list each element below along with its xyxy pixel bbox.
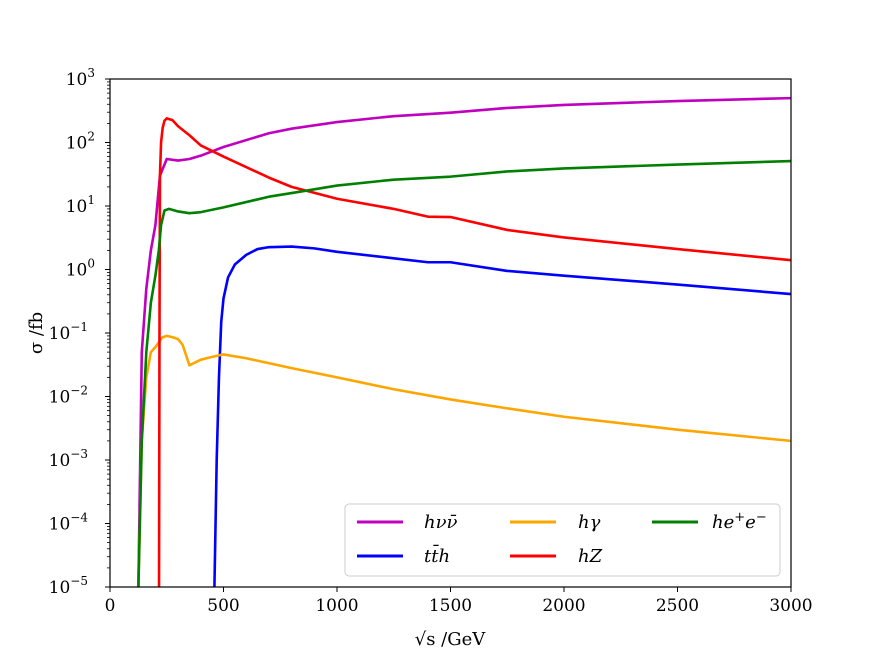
- y-tick-label: 102: [66, 130, 95, 154]
- legend-label-hz: hZ: [578, 546, 603, 567]
- legend-label-hee: he+e−: [712, 510, 767, 533]
- series-hee-line: [137, 159, 791, 587]
- y-tick-label: 100: [66, 257, 95, 281]
- legend-label-tth: tt̄h: [424, 543, 450, 567]
- x-tick-label: 1500: [429, 596, 472, 616]
- y-tick-label: 103: [66, 66, 95, 90]
- y-axis-ticks: 10−5 10−4 10−3 10−2 10−1 100 101 102 103: [49, 66, 110, 598]
- x-tick-label: 0: [105, 596, 116, 616]
- y-tick-label: 10−1: [49, 320, 88, 344]
- y-tick-label: 101: [66, 193, 95, 217]
- legend-label-hgamma: hγ: [578, 512, 601, 533]
- x-tick-label: 500: [207, 596, 239, 616]
- series-layer: [137, 96, 791, 587]
- x-tick-label: 2500: [656, 596, 699, 616]
- series-hz-line: [157, 117, 791, 587]
- x-axis-label: √s /GeV: [415, 629, 487, 650]
- series-tth-line: [213, 245, 791, 587]
- legend: hνν̄ hγ he+e− tt̄h hZ: [344, 503, 781, 577]
- y-tick-label: 10−3: [49, 447, 88, 471]
- legend-label-hnunu: hνν̄: [424, 512, 458, 533]
- y-tick-label: 10−4: [49, 511, 89, 535]
- y-tick-label: 10−2: [49, 384, 88, 408]
- y-axis-label: σ /fb: [26, 312, 47, 354]
- x-axis-ticks: 0 500 1000 1500 2000 2500 3000: [105, 587, 813, 616]
- x-tick-label: 3000: [769, 596, 812, 616]
- series-hgamma-line: [137, 334, 791, 587]
- x-tick-label: 1000: [315, 596, 358, 616]
- x-tick-label: 2000: [542, 596, 585, 616]
- y-tick-label: 10−5: [49, 574, 88, 598]
